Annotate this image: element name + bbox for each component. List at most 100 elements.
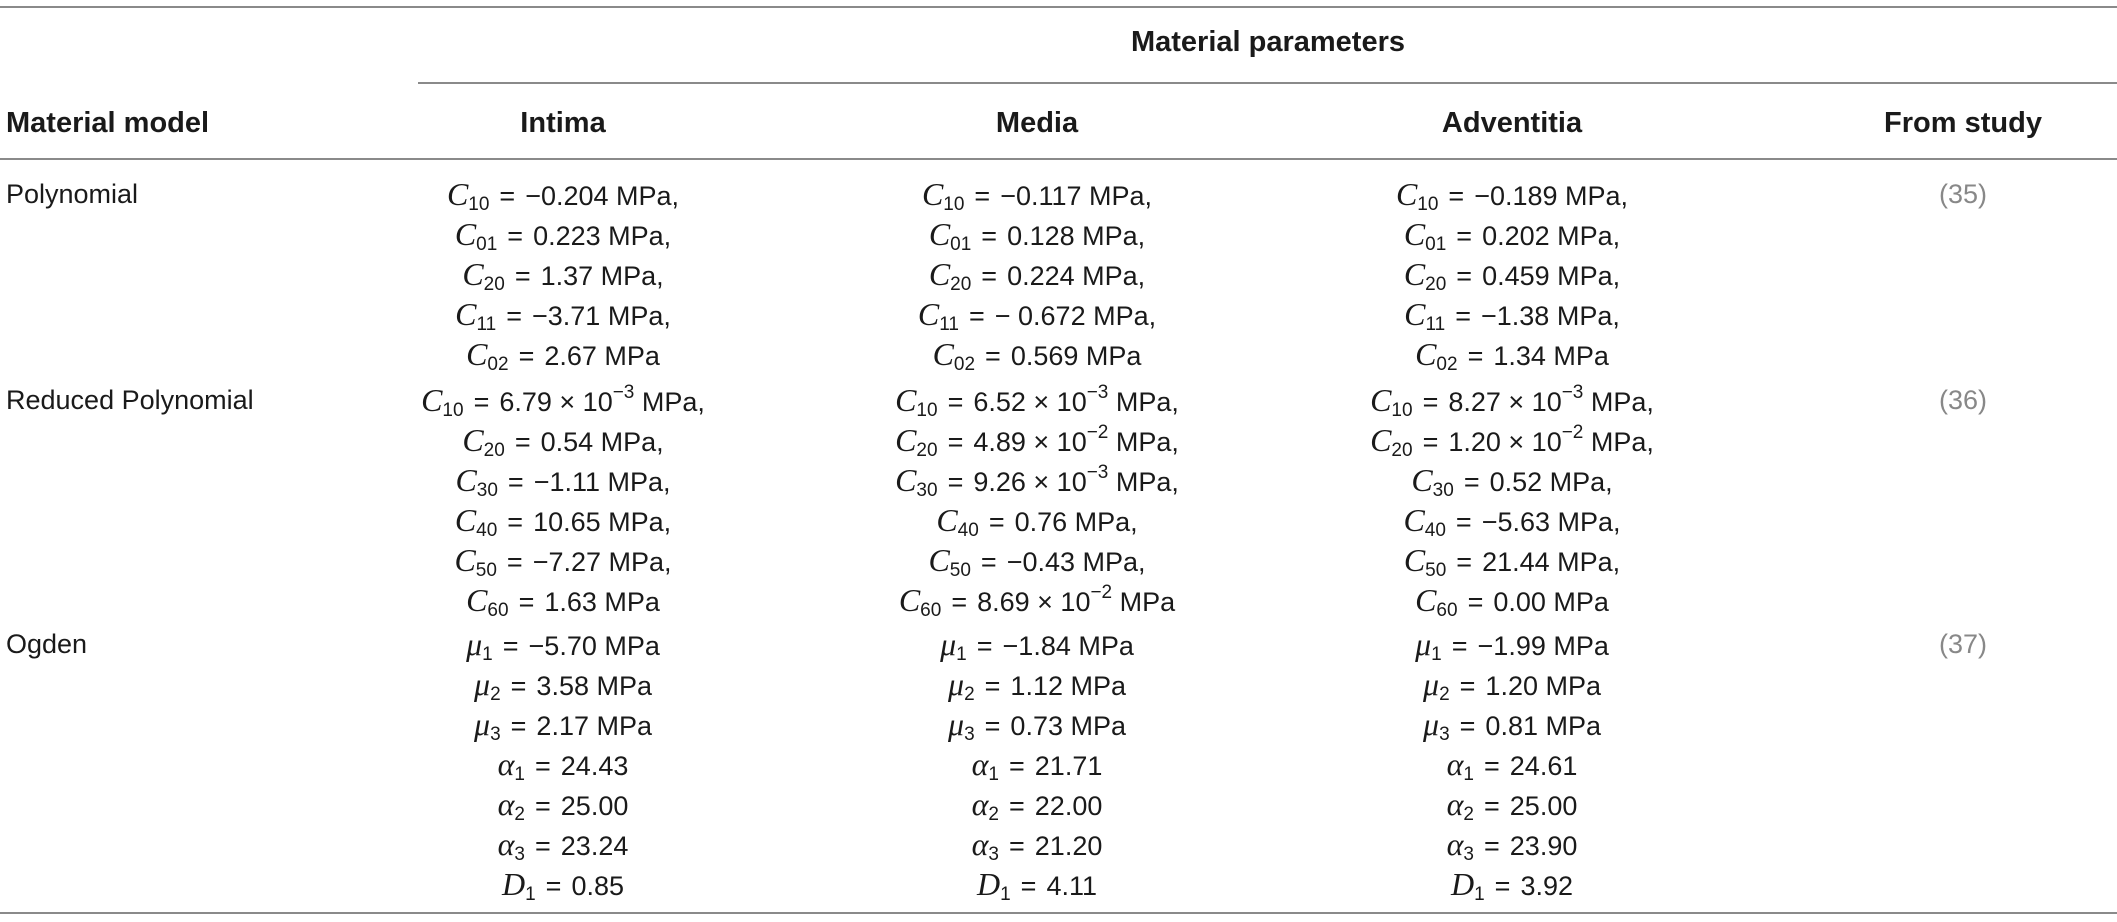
equals-sign: = (518, 341, 535, 371)
adventitia-parameter: α1 = 24.61 (1447, 744, 1578, 786)
parameter-unit: MPa, (1108, 467, 1179, 497)
parameter-subscript: 20 (1391, 440, 1413, 461)
intima-parameter: C60 = 1.63 MPa (466, 580, 660, 622)
parameter-value: 23.24 (560, 831, 629, 861)
equals-sign: = (1484, 751, 1500, 781)
parameter-value: −0.204 MPa, (525, 181, 680, 211)
parameter-value: 21.71 (1034, 751, 1103, 781)
parameter-symbol: α (1446, 786, 1464, 822)
parameter-subscript: 10 (1417, 194, 1439, 215)
media-parameter: C40 = 0.76 MPa, (936, 500, 1137, 542)
equals-sign: = (535, 831, 551, 861)
media-parameter: α1 = 21.71 (972, 744, 1103, 786)
adventitia-parameter: C01 = 0.202 MPa, (1404, 214, 1620, 256)
parameter-symbol: C (895, 422, 917, 458)
intima-parameter: C20 = 0.54 MPa, (462, 420, 663, 462)
equals-sign: = (1467, 341, 1484, 371)
adventitia-parameter: C20 = 0.459 MPa, (1404, 254, 1620, 296)
parameter-symbol: C (446, 176, 469, 212)
parameter-symbol: α (1446, 746, 1464, 782)
parameter-symbol: C (1370, 422, 1392, 458)
parameter-symbol: α (497, 746, 515, 782)
parameter-subscript: 30 (1432, 480, 1454, 501)
equals-sign: = (514, 261, 531, 291)
intima-parameter: C40 = 10.65 MPa, (455, 500, 671, 542)
parameter-subscript: 20 (950, 274, 972, 295)
parameter-subscript: 10 (943, 194, 965, 215)
parameter-symbol: C (466, 582, 488, 618)
parameter-value: −1.38 MPa, (1481, 301, 1620, 331)
parameter-unit: MPa, (1583, 427, 1654, 457)
equals-sign: = (510, 711, 527, 741)
parameter-symbol: C (928, 542, 950, 578)
parameter-symbol: C (932, 336, 954, 372)
header-rule (0, 158, 2117, 160)
parameter-exponent: −2 (1090, 582, 1113, 603)
parameter-subscript: 40 (957, 520, 979, 541)
parameter-subscript: 40 (1424, 520, 1446, 541)
intima-parameter: C10 = −0.204 MPa, (447, 174, 679, 216)
equals-sign: = (1459, 711, 1476, 741)
parameter-value: 0.85 (571, 871, 625, 901)
parameter-value: 0.459 MPa, (1482, 261, 1621, 291)
intima-parameter: C11 = −3.71 MPa, (455, 294, 671, 336)
equals-sign: = (947, 467, 964, 497)
parameter-subscript: 2 (514, 804, 526, 825)
parameter-symbol: μ (940, 626, 957, 662)
equals-sign: = (1020, 871, 1037, 901)
adventitia-parameter: C20 = 1.20 × 10−2 MPa, (1370, 420, 1654, 462)
parameter-subscript: 10 (468, 194, 490, 215)
parameter-value: −0.117 MPa, (1000, 181, 1153, 211)
equals-sign: = (473, 387, 490, 417)
parameter-symbol: C (454, 502, 477, 538)
equals-sign: = (984, 711, 1001, 741)
media-parameter: C20 = 4.89 × 10−2 MPa, (895, 420, 1179, 462)
equals-sign: = (514, 427, 531, 457)
parameter-value: 2.17 MPa (536, 711, 652, 741)
parameter-value: 0.52 MPa, (1489, 467, 1613, 497)
parameter-symbol: C (1403, 502, 1425, 538)
intima-parameter: μ1 = −5.70 MPa (466, 624, 660, 666)
parameter-symbol: C (454, 216, 477, 252)
parameter-value: − 0.672 MPa, (994, 301, 1157, 331)
parameter-symbol: C (1404, 296, 1426, 332)
adventitia-parameter: C10 = −0.189 MPa, (1396, 174, 1628, 216)
parameter-value: 21.20 (1034, 831, 1103, 861)
equals-sign: = (1422, 427, 1439, 457)
equals-sign: = (535, 791, 551, 821)
parameter-symbol: C (928, 216, 951, 252)
parameter-subscript: 20 (1425, 274, 1447, 295)
header-adventitia: Adventitia (1441, 107, 1583, 139)
equals-sign: = (985, 341, 1001, 371)
intima-parameter: C30 = −1.11 MPa, (455, 460, 670, 502)
equals-sign: = (545, 871, 562, 901)
parameter-value: 0.128 MPa, (1007, 221, 1146, 251)
media-parameter: C11 = − 0.672 MPa, (918, 294, 1156, 336)
parameter-subscript: 01 (1425, 234, 1447, 255)
equals-sign: = (1484, 831, 1500, 861)
parameter-subscript: 30 (916, 480, 938, 501)
parameter-exponent: −3 (612, 382, 635, 403)
equals-sign: = (507, 221, 524, 251)
parameter-value: 1.20 MPa (1485, 671, 1601, 701)
parameter-value: 8.69 × 10 (977, 587, 1091, 617)
parameter-subscript: 02 (953, 354, 976, 375)
adventitia-parameter: C11 = −1.38 MPa, (1404, 294, 1620, 336)
header-material-model: Material model (6, 107, 210, 139)
parameter-symbol: C (421, 382, 443, 418)
parameter-value: 23.90 (1509, 831, 1578, 861)
row-ref-0: (35) (1938, 179, 1988, 209)
equals-sign: = (947, 427, 964, 457)
media-parameter: α2 = 22.00 (972, 784, 1103, 826)
parameter-subscript: 10 (916, 400, 938, 421)
parameter-symbol: C (1403, 542, 1426, 578)
parameter-symbol: C (1403, 256, 1426, 292)
parameter-symbol: μ (474, 666, 491, 702)
top-rule (0, 6, 2117, 8)
parameter-symbol: μ (474, 706, 491, 742)
parameter-value: 0.00 MPa (1493, 587, 1609, 617)
equals-sign: = (951, 587, 968, 617)
parameter-symbol: C (895, 462, 917, 498)
intima-parameter: μ2 = 3.58 MPa (474, 664, 652, 706)
equals-sign: = (506, 547, 523, 577)
